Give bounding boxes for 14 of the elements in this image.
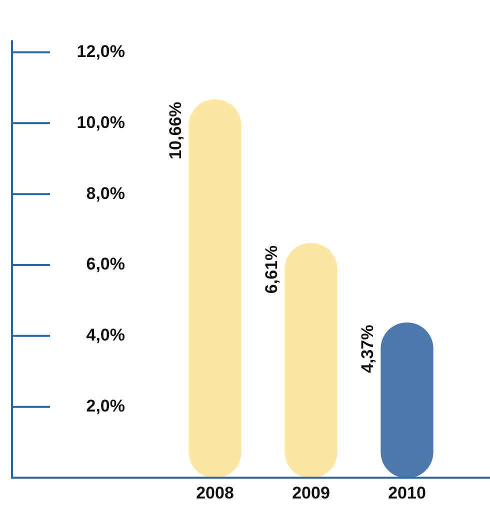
x-tick-label: 2008 bbox=[196, 484, 234, 503]
x-tick-label: 2010 bbox=[388, 484, 426, 503]
data-label: 6,61% bbox=[262, 245, 282, 294]
y-tick-label: 4,0% bbox=[86, 326, 125, 345]
data-label: 4,37% bbox=[358, 324, 378, 374]
bar bbox=[188, 99, 242, 478]
y-tick-label: 2,0% bbox=[86, 396, 125, 416]
y-tick-label: 8,0% bbox=[86, 184, 125, 203]
bar bbox=[284, 243, 338, 478]
y-tick-label: 10,0% bbox=[76, 112, 125, 132]
y-tick-label: 6,0% bbox=[86, 254, 125, 274]
y-tick-label: 12,0% bbox=[76, 42, 125, 61]
data-label: 10,66% bbox=[166, 102, 186, 160]
x-tick-label: 2009 bbox=[292, 484, 330, 503]
